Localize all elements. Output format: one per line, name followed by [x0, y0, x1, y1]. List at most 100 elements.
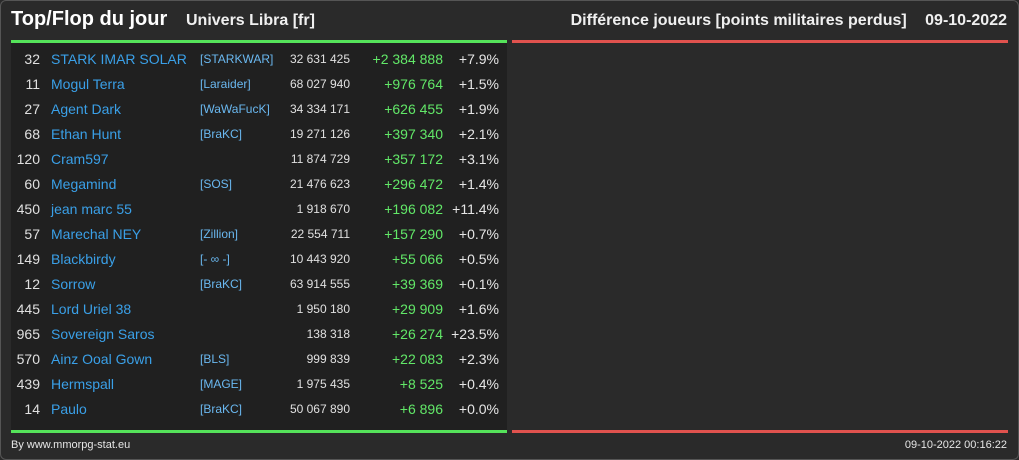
universe-label: Univers Libra [fr]: [186, 12, 315, 29]
alliance-tag[interactable]: [- ∞ -]: [200, 252, 230, 266]
player-rank: 14: [24, 401, 40, 417]
generated-timestamp: 09-10-2022 00:16:22: [904, 439, 1007, 451]
alliance-tag[interactable]: [BraKC]: [200, 277, 243, 291]
alliance-tag[interactable]: [BLS]: [200, 352, 230, 366]
player-name-link[interactable]: Mogul Terra: [51, 76, 125, 92]
alliance-tag[interactable]: [BraKC]: [200, 127, 243, 141]
player-rank: 32: [24, 51, 40, 67]
points-difference: +26 274: [392, 326, 443, 342]
player-name-link[interactable]: Ainz Ooal Gown: [51, 351, 153, 367]
points-difference: +357 172: [384, 151, 443, 167]
flop-players-list: [512, 43, 1008, 430]
table-row: 68 Ethan Hunt [BraKC] 19 271 126 +397 340 +2.…: [11, 122, 507, 147]
player-rank: 445: [16, 301, 40, 317]
points-difference: +8 525: [399, 376, 443, 392]
flop-bar-lower: [512, 430, 1008, 433]
percent-change: +2.3%: [458, 351, 499, 367]
percent-change: +1.5%: [458, 76, 499, 92]
table-row: 14 Paulo [BraKC] 50 067 890 +6 896 +0.0%: [11, 397, 507, 422]
player-points: 11 874 729: [290, 152, 350, 166]
table-row: 120 Cram597 11 874 729 +357 172 +3.1%: [11, 147, 507, 172]
player-points: 22 554 711: [290, 227, 350, 241]
player-rank: 570: [16, 351, 40, 367]
table-row: 60 Megamind [SOS] 21 476 623 +296 472 +1.4%: [11, 172, 507, 197]
player-points: 32 631 425: [289, 52, 350, 66]
ranking-type: Différence joueurs [points militaires pe…: [570, 12, 907, 29]
player-name-link[interactable]: Lord Uriel 38: [51, 301, 132, 317]
player-points: 50 067 890: [289, 402, 350, 416]
percent-change: +1.4%: [458, 176, 499, 192]
alliance-tag[interactable]: [Laraider]: [200, 77, 251, 91]
table-row: 570 Ainz Ooal Gown [BLS] 999 839 +22 083 +2.3…: [11, 347, 507, 372]
points-difference: +626 455: [384, 101, 443, 117]
table-row: 965 Sovereign Saros 138 318 +26 274 +23.5%: [11, 322, 507, 347]
player-name-link[interactable]: Cram597: [51, 151, 109, 167]
percent-change: +0.7%: [458, 226, 499, 242]
player-rank: 12: [24, 276, 40, 292]
alliance-tag[interactable]: [Zillion]: [200, 227, 239, 241]
percent-change: +2.1%: [458, 126, 499, 142]
player-points: 19 271 126: [289, 127, 350, 141]
player-name-link[interactable]: Megamind: [51, 176, 117, 192]
player-rank: 57: [24, 226, 40, 242]
points-difference: +196 082: [384, 201, 443, 217]
site-credit-link[interactable]: By www.mmorpg-stat.eu: [11, 439, 131, 451]
player-points: 10 443 920: [289, 252, 350, 266]
points-difference: +55 066: [392, 251, 443, 267]
alliance-tag[interactable]: [MAGE]: [200, 377, 243, 391]
player-points: 999 839: [306, 352, 350, 366]
percent-change: +1.6%: [458, 301, 499, 317]
points-difference: +6 896: [399, 401, 443, 417]
percent-change: +0.1%: [458, 276, 499, 292]
top-players-list: 32 STARK IMAR SOLAR [STARKWAR] 32 631 425 +2…: [11, 43, 507, 430]
table-row: 57 Marechal NEY [Zillion] 22 554 711 +157 29…: [11, 222, 507, 247]
percent-change: +1.9%: [458, 101, 499, 117]
table-row: 149 Blackbirdy [- ∞ -] 10 443 920 +55 066 +0.…: [11, 247, 507, 272]
player-rank: 965: [16, 326, 40, 342]
player-points: 34 334 171: [289, 102, 350, 116]
player-points: 1 950 180: [296, 302, 350, 316]
player-name-link[interactable]: Hermspall: [51, 376, 115, 392]
player-points: 63 914 555: [289, 277, 350, 291]
table-row: 439 Hermspall [MAGE] 1 975 435 +8 525 +0.4%: [11, 372, 507, 397]
player-points: 1 975 435: [296, 377, 350, 391]
player-rank: 60: [24, 176, 40, 192]
alliance-tag[interactable]: [WaWaFucK]: [200, 102, 270, 116]
player-name-link[interactable]: jean marc 55: [51, 201, 132, 217]
points-difference: +157 290: [384, 226, 443, 242]
player-rank: 120: [16, 151, 40, 167]
points-difference: +2 384 888: [372, 51, 443, 67]
percent-change: +23.5%: [451, 326, 499, 342]
player-rank: 149: [16, 251, 40, 267]
points-difference: +29 909: [392, 301, 443, 317]
ranking-date: 09-10-2022: [925, 12, 1007, 29]
table-row: 445 Lord Uriel 38 1 950 180 +29 909 +1.6%: [11, 297, 507, 322]
player-name-link[interactable]: Marechal NEY: [51, 226, 142, 242]
player-rank: 439: [16, 376, 40, 392]
player-points: 138 318: [306, 327, 350, 341]
player-points: 68 027 940: [289, 77, 350, 91]
percent-change: +0.5%: [458, 251, 499, 267]
alliance-tag[interactable]: [BraKC]: [200, 402, 243, 416]
player-name-link[interactable]: Sovereign Saros: [51, 326, 155, 342]
table-row: 27 Agent Dark [WaWaFucK] 34 334 171 +626 455…: [11, 97, 507, 122]
points-difference: +296 472: [384, 176, 443, 192]
player-name-link[interactable]: STARK IMAR SOLAR: [51, 51, 187, 67]
player-rank: 11: [25, 76, 40, 92]
player-name-link[interactable]: Paulo: [51, 401, 87, 417]
player-name-link[interactable]: Agent Dark: [51, 101, 122, 117]
flop-bar-upper: [512, 40, 1008, 43]
percent-change: +11.4%: [452, 201, 499, 217]
points-difference: +39 369: [392, 276, 443, 292]
percent-change: +3.1%: [458, 151, 499, 167]
alliance-tag[interactable]: [STARKWAR]: [200, 52, 274, 66]
alliance-tag[interactable]: [SOS]: [200, 177, 233, 191]
player-name-link[interactable]: Blackbirdy: [51, 251, 116, 267]
player-points: 21 476 623: [289, 177, 350, 191]
header: Top/Flop du jour Univers Libra [fr] Diff…: [0, 0, 1019, 40]
table-row: 11 Mogul Terra [Laraider] 68 027 940 +976 76…: [11, 72, 507, 97]
player-name-link[interactable]: Ethan Hunt: [51, 126, 122, 142]
player-name-link[interactable]: Sorrow: [51, 276, 96, 292]
points-difference: +397 340: [384, 126, 443, 142]
player-rank: 27: [24, 101, 40, 117]
